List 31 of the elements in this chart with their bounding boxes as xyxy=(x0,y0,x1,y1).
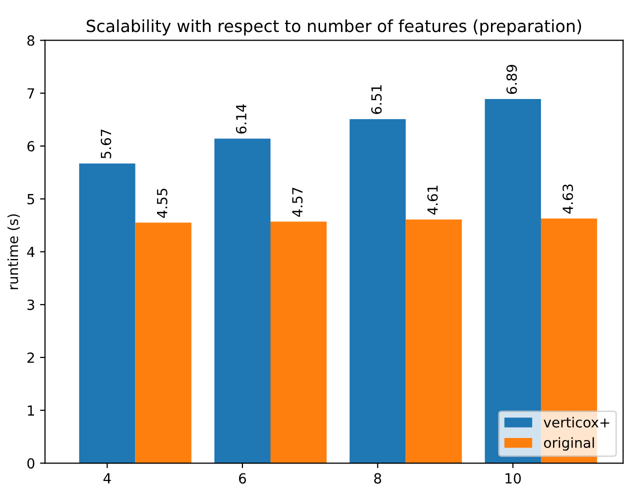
data-label: 5.67 xyxy=(100,130,112,158)
data-label: 6.89 xyxy=(506,64,517,94)
bar xyxy=(79,163,136,464)
bar xyxy=(350,119,406,464)
data-label: 4.55 xyxy=(157,188,168,218)
y-tick-label: 7 xyxy=(28,88,34,98)
x-tick-label: 4 xyxy=(103,473,111,484)
bar xyxy=(214,138,271,464)
bar xyxy=(270,222,327,464)
y-tick-label: 1 xyxy=(28,405,34,416)
data-label: 4.63 xyxy=(562,184,574,214)
data-label: 6.14 xyxy=(236,104,246,134)
y-tick-label: 4 xyxy=(27,246,34,258)
y-axis-title: runtime (s) xyxy=(7,214,20,290)
y-tick-label: 5 xyxy=(28,194,34,204)
chart-title: Scalability with respect to number of features (preparation) xyxy=(86,19,582,36)
x-tick-label: 6 xyxy=(238,473,246,484)
data-label: 4.61 xyxy=(427,186,438,215)
legend-label: original xyxy=(544,437,594,451)
data-label: 4.57 xyxy=(292,188,303,217)
bar xyxy=(406,220,462,464)
data-label: 6.51 xyxy=(371,85,382,114)
y-tick-label: 6 xyxy=(27,141,34,152)
x-tick-label: 8 xyxy=(374,473,382,484)
x-tick-label: 10 xyxy=(506,473,521,484)
bar xyxy=(135,222,192,464)
y-tick-label: 3 xyxy=(28,300,34,310)
y-tick-label: 8 xyxy=(27,35,34,46)
y-tick-label: 2 xyxy=(27,352,34,363)
y-tick-label: 0 xyxy=(27,458,34,469)
legend-label: verticox+ xyxy=(544,416,610,428)
